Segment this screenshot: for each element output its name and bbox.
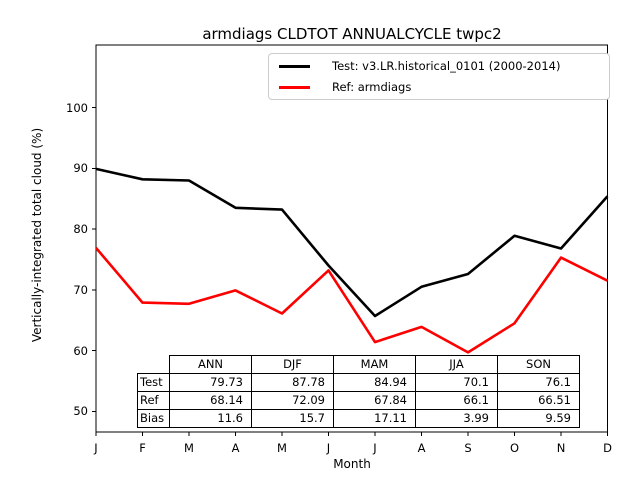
ref-ann: 68.14 bbox=[169, 391, 252, 410]
stats-table: ANN DJF MAM JJA SON Test 79.73 87.78 84.… bbox=[137, 355, 580, 428]
series-line-1 bbox=[95, 247, 609, 354]
test-djf: 87.78 bbox=[251, 373, 334, 392]
tick-marks bbox=[92, 107, 608, 436]
test-son: 76.1 bbox=[497, 373, 580, 392]
col-header-djf: DJF bbox=[251, 355, 334, 374]
col-header-jja: JJA bbox=[415, 355, 498, 374]
row-label-bias: Bias bbox=[137, 409, 170, 428]
y-tick-label: 60 bbox=[73, 343, 88, 358]
x-tick-label: M bbox=[277, 441, 287, 455]
table-corner-cell bbox=[138, 356, 170, 374]
bias-ann: 11.6 bbox=[169, 409, 252, 428]
ref-jja: 66.1 bbox=[415, 391, 498, 410]
y-axis-label: Vertically-integrated total cloud (%) bbox=[30, 127, 44, 343]
x-tick-label: M bbox=[184, 441, 194, 455]
chart-title: armdiags CLDTOT ANNUALCYCLE twpc2 bbox=[202, 25, 502, 43]
ref-son: 66.51 bbox=[497, 391, 580, 410]
stats-header-row: ANN DJF MAM JJA SON bbox=[138, 355, 580, 374]
x-tick-label: J bbox=[94, 441, 98, 455]
test-line-swatch bbox=[279, 64, 310, 68]
ref-mam: 67.84 bbox=[333, 391, 416, 410]
x-tick-label: N bbox=[556, 441, 566, 455]
stats-row-test: Test 79.73 87.78 84.94 70.1 76.1 bbox=[137, 373, 580, 392]
row-label-test: Test bbox=[137, 373, 170, 392]
x-axis-label: Month bbox=[333, 457, 371, 471]
axes-frame bbox=[95, 44, 608, 433]
x-tick-label: A bbox=[417, 441, 426, 455]
stats-row-bias: Bias 11.6 15.7 17.11 3.99 9.59 bbox=[137, 409, 580, 428]
test-jja: 70.1 bbox=[415, 373, 498, 392]
y-tick-label: 50 bbox=[73, 404, 88, 419]
ref-line-swatch bbox=[279, 85, 310, 89]
test-mam: 84.94 bbox=[333, 373, 416, 392]
x-tick-label: O bbox=[509, 441, 520, 455]
y-tick-label: 80 bbox=[73, 222, 88, 237]
x-tick-label: A bbox=[231, 441, 240, 455]
y-tick-label: 100 bbox=[66, 100, 88, 115]
bias-djf: 15.7 bbox=[251, 409, 334, 428]
bias-jja: 3.99 bbox=[415, 409, 498, 428]
ref-djf: 72.09 bbox=[251, 391, 334, 410]
col-header-mam: MAM bbox=[333, 355, 416, 374]
legend-label-ref: Ref: armdiags bbox=[332, 80, 412, 94]
series-line-0 bbox=[95, 167, 609, 318]
y-tick-label: 90 bbox=[73, 161, 88, 176]
x-tick-label: J bbox=[326, 441, 331, 455]
y-tick-label: 70 bbox=[73, 282, 88, 297]
x-tick-label: J bbox=[373, 441, 377, 455]
row-label-ref: Ref bbox=[137, 391, 170, 410]
series-lines bbox=[95, 167, 609, 354]
legend-label-test: Test: v3.LR.historical_0101 (2000-2014) bbox=[332, 59, 561, 73]
col-header-son: SON bbox=[497, 355, 580, 374]
legend-entry-test: Test: v3.LR.historical_0101 (2000-2014) bbox=[279, 57, 609, 75]
x-tick-label: F bbox=[139, 441, 146, 455]
legend-entry-ref: Ref: armdiags bbox=[279, 78, 609, 96]
legend: Test: v3.LR.historical_0101 (2000-2014) … bbox=[268, 53, 610, 100]
test-ann: 79.73 bbox=[169, 373, 252, 392]
stats-row-ref: Ref 68.14 72.09 67.84 66.1 66.51 bbox=[137, 391, 580, 410]
bias-son: 9.59 bbox=[497, 409, 580, 428]
x-tick-label: S bbox=[464, 441, 472, 455]
x-tick-label: D bbox=[603, 441, 612, 455]
col-header-ann: ANN bbox=[169, 355, 252, 374]
bias-mam: 17.11 bbox=[333, 409, 416, 428]
